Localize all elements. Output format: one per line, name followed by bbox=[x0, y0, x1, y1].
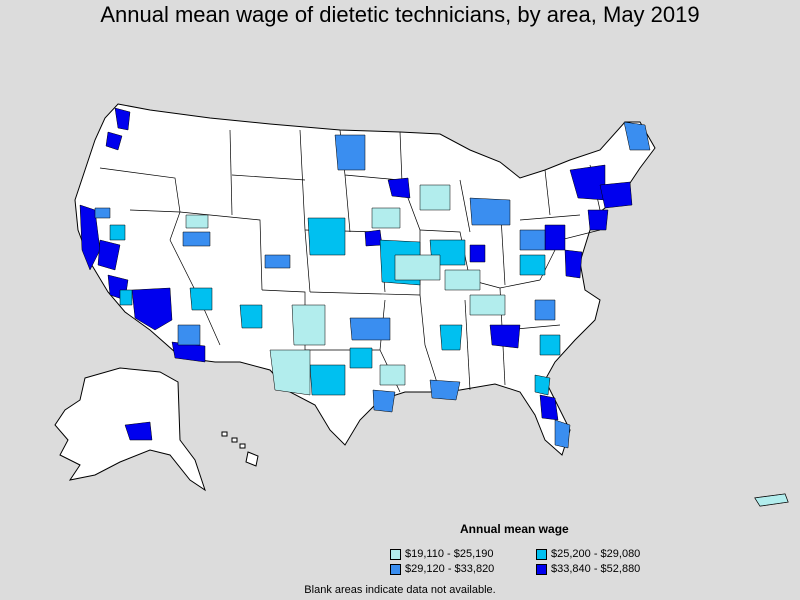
legend-title: Annual mean wage bbox=[460, 522, 569, 536]
legend-item-4: $33,840 - $52,880 bbox=[536, 563, 640, 575]
legend-label-4: $33,840 - $52,880 bbox=[551, 563, 641, 575]
legend-label-2: $25,200 - $29,080 bbox=[551, 548, 641, 560]
hawaii-islands bbox=[221, 431, 259, 467]
legend-label-3: $29,120 - $33,820 bbox=[405, 563, 495, 575]
legend-label-1: $19,110 - $25,190 bbox=[405, 548, 494, 560]
legend-item-3: $29,120 - $33,820 bbox=[390, 563, 494, 575]
legend-item-1: $19,110 - $25,190 bbox=[390, 548, 493, 560]
legend-item-2: $25,200 - $29,080 bbox=[536, 548, 640, 560]
footnote: Blank areas indicate data not available. bbox=[304, 584, 496, 596]
wage-areas bbox=[79, 107, 789, 507]
legend-swatch-2 bbox=[536, 548, 547, 560]
legend-swatch-3 bbox=[390, 563, 401, 575]
map-title: Annual mean wage of dietetic technicians… bbox=[100, 2, 700, 27]
legend-swatch-4 bbox=[536, 563, 547, 575]
legend-swatch-1 bbox=[390, 548, 401, 560]
contiguous-us-outline bbox=[74, 103, 656, 456]
